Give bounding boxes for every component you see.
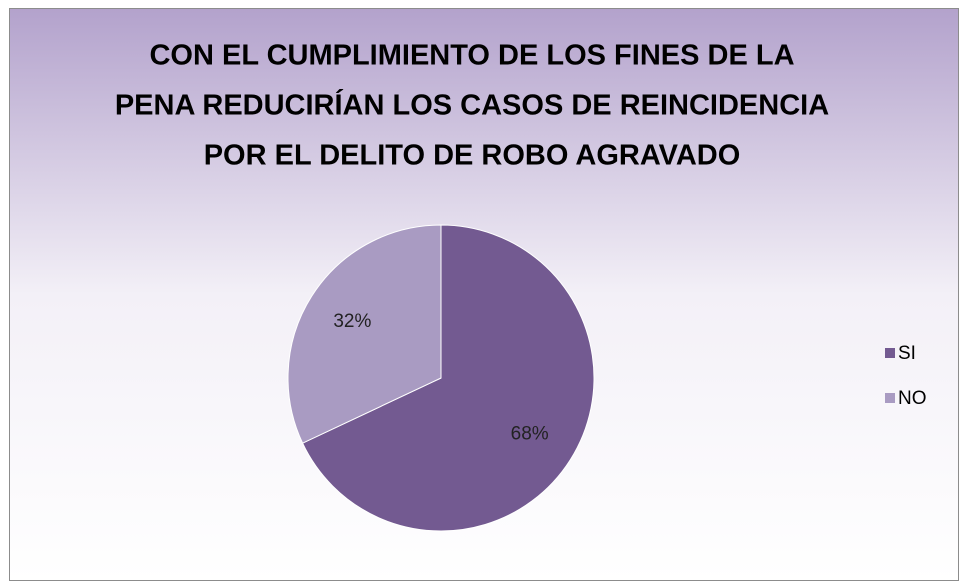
- data-label: 32%: [333, 311, 371, 332]
- pie-slice: [301, 224, 595, 532]
- chart-title: POR EL DELITO DE ROBO AGRAVADO: [204, 140, 741, 172]
- legend-swatch: [885, 348, 895, 358]
- legend-label: NO: [898, 388, 927, 409]
- chart-title: PENA REDUCIRÍAN LOS CASOS DE REINCIDENCI…: [115, 88, 829, 122]
- legend-label: SI: [898, 343, 916, 364]
- pie-slice: [287, 224, 442, 444]
- data-label: 68%: [511, 423, 549, 444]
- legend-swatch: [885, 393, 895, 403]
- chart-title: CON EL CUMPLIMIENTO DE LOS FINES DE LA: [149, 40, 794, 72]
